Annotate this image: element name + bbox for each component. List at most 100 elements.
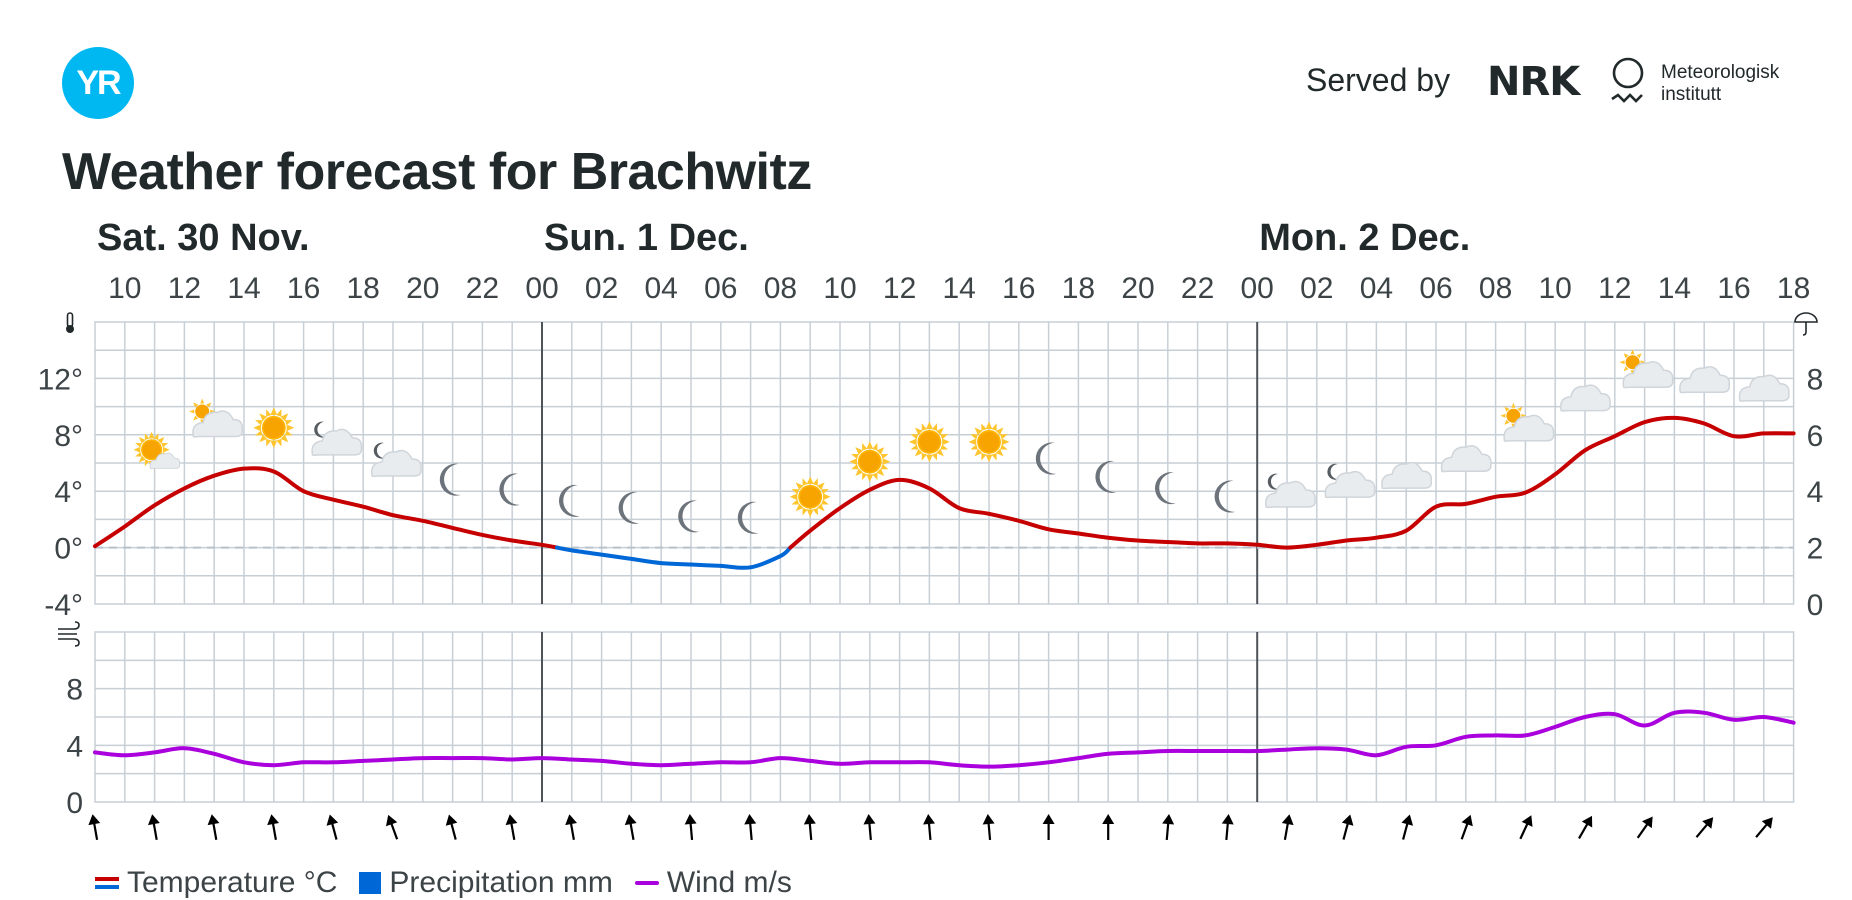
arrow-head <box>147 814 160 826</box>
legend-swatch-temperature <box>95 877 119 889</box>
arrow-head <box>445 814 458 826</box>
hour-tick-label: 12 <box>1598 272 1631 305</box>
wind-direction-arrow <box>1341 814 1354 840</box>
fair-day-icon <box>189 398 244 438</box>
legend-swatch-wind <box>634 881 659 885</box>
clear-sky-night-icon <box>558 484 580 517</box>
legend-label: Precipitation mm <box>389 866 613 899</box>
wind-direction-arrow <box>684 814 697 841</box>
temp-axis-tick: 12° <box>38 363 83 396</box>
day-label: Sat. 30 Nov. <box>97 217 310 259</box>
wind-direction-arrow <box>1460 814 1473 840</box>
temperature-line <box>93 466 559 550</box>
wind-direction-arrow <box>505 814 518 841</box>
arrow-head <box>1702 817 1714 829</box>
precip-axis-tick: 8 <box>1807 363 1824 396</box>
legend-item-temperature: Temperature °C <box>95 866 337 900</box>
arrow-head <box>1521 815 1533 827</box>
wind-direction-arrow <box>326 814 339 840</box>
arrow-head <box>803 814 816 825</box>
arrow-head <box>1162 814 1175 825</box>
hour-tick-label: 16 <box>1717 272 1750 305</box>
wind-direction-arrow <box>88 814 101 841</box>
hour-tick-label: 14 <box>943 272 976 305</box>
precip-axis-tick: 6 <box>1807 420 1824 453</box>
precip-axis-tick: 4 <box>1807 476 1824 509</box>
precip-axis-tick: 2 <box>1807 533 1824 566</box>
wind-direction-arrow <box>1162 814 1175 841</box>
umbrella-icon <box>1794 312 1818 336</box>
partly-cloudy-night-icon <box>370 442 422 478</box>
hour-tick-label: 14 <box>1658 272 1691 305</box>
arrow-head <box>505 814 518 826</box>
arrow-head <box>267 814 280 826</box>
arrow-head <box>565 814 578 826</box>
partly-cloudy-day-icon <box>1619 349 1674 389</box>
hour-tick-label: 00 <box>525 272 558 305</box>
legend-item-wind: Wind m/s <box>634 866 792 900</box>
clear-sky-day-icon <box>253 407 295 449</box>
wind-axis-tick: 4 <box>66 730 83 763</box>
clear-sky-day-icon <box>849 441 891 482</box>
served-by-label: Served by <box>1306 62 1451 98</box>
wind-direction-arrow <box>1401 814 1414 840</box>
wind-axis-tick: 0 <box>66 787 83 820</box>
temperature-line <box>788 415 1796 550</box>
hour-tick-label: 06 <box>1419 272 1452 305</box>
wind-direction-arrow <box>385 814 399 840</box>
hour-tick-label: 20 <box>406 272 439 305</box>
clear-sky-day-icon <box>909 421 950 463</box>
temp-axis-tick: 4° <box>54 476 83 509</box>
temp-axis-tick: -4° <box>44 589 83 622</box>
hour-tick-label: 22 <box>466 272 499 305</box>
wind-direction-arrow <box>863 814 876 841</box>
met-name-line2: institutt <box>1661 84 1722 105</box>
arrow-head <box>624 814 637 826</box>
hour-tick-label: 14 <box>227 272 260 305</box>
hour-tick-label: 18 <box>1062 272 1095 305</box>
arrow-head <box>1461 814 1473 827</box>
legend: Temperature °C Precipitation mm Wind m/s <box>95 866 814 900</box>
wind-direction-arrow <box>147 814 160 841</box>
arrow-head <box>1761 817 1773 829</box>
partly-cloudy-day-icon <box>1500 402 1555 442</box>
clear-sky-day-icon <box>789 476 831 518</box>
wind-icon <box>58 621 80 647</box>
wind-direction-arrow <box>1636 816 1653 839</box>
hour-tick-label: 10 <box>108 272 141 305</box>
day-label: Sun. 1 Dec. <box>544 217 749 259</box>
hour-tick-label: 02 <box>1300 272 1333 305</box>
wind-line <box>93 709 1796 769</box>
arrow-head <box>88 814 101 826</box>
temperature-line-below-zero <box>554 545 793 570</box>
yr-logo[interactable]: YR <box>62 47 134 119</box>
legend-label: Wind m/s <box>666 866 792 899</box>
hour-tick-label: 16 <box>287 272 320 305</box>
hour-tick-label: 18 <box>1777 272 1810 305</box>
wind-direction-arrow <box>803 814 816 841</box>
temp-axis-tick: 0° <box>54 533 83 566</box>
legend-swatch-precipitation <box>359 872 382 894</box>
arrow-head <box>1281 814 1294 826</box>
arrow-head <box>326 814 339 826</box>
legend-label: Temperature °C <box>127 866 338 899</box>
wind-direction-arrow <box>1755 817 1773 838</box>
nrk-logo[interactable]: NRK <box>1487 59 1580 105</box>
clear-sky-night-icon <box>1214 480 1236 513</box>
hour-tick-label: 12 <box>168 272 201 305</box>
wind-direction-arrow <box>923 814 936 841</box>
arrow-head <box>1102 814 1115 824</box>
hour-tick-label: 00 <box>1241 272 1274 305</box>
clear-sky-night-icon <box>737 501 759 534</box>
arrow-head <box>1042 814 1055 824</box>
wind-direction-arrow <box>267 814 280 841</box>
met-name-line1: Meteorologisk <box>1661 62 1780 83</box>
legend-item-precipitation: Precipitation mm <box>359 866 613 900</box>
hour-tick-label: 12 <box>883 272 916 305</box>
page-title: Weather forecast for Brachwitz <box>62 143 812 201</box>
cloudy-icon <box>1559 384 1611 412</box>
met-institute-icon <box>1611 57 1644 103</box>
met-institute-name[interactable]: Meteorologisk institutt <box>1661 62 1779 106</box>
hour-tick-label: 02 <box>585 272 618 305</box>
